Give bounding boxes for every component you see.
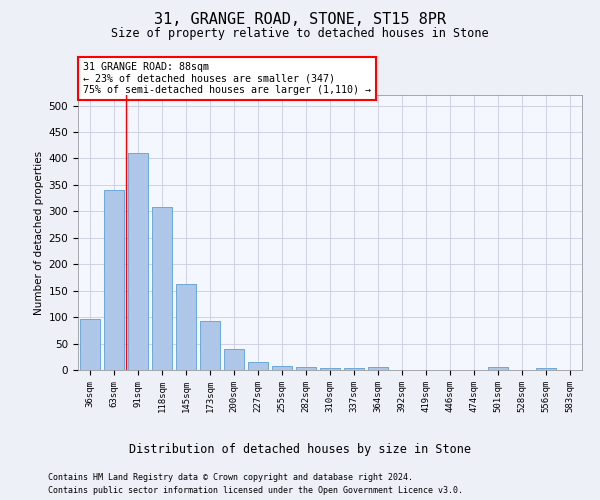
Text: Contains public sector information licensed under the Open Government Licence v3: Contains public sector information licen… <box>48 486 463 495</box>
Bar <box>224 349 244 370</box>
Y-axis label: Number of detached properties: Number of detached properties <box>34 150 44 314</box>
Bar <box>344 368 364 370</box>
Bar <box>320 368 340 370</box>
Text: Distribution of detached houses by size in Stone: Distribution of detached houses by size … <box>129 442 471 456</box>
Bar <box>128 152 148 370</box>
Bar <box>296 368 316 370</box>
Bar <box>248 362 268 370</box>
Bar <box>536 368 556 370</box>
Bar <box>152 206 172 370</box>
Bar <box>200 321 220 370</box>
Bar <box>104 190 124 370</box>
Text: 31, GRANGE ROAD, STONE, ST15 8PR: 31, GRANGE ROAD, STONE, ST15 8PR <box>154 12 446 28</box>
Bar <box>176 284 196 370</box>
Bar <box>368 367 388 370</box>
Text: Size of property relative to detached houses in Stone: Size of property relative to detached ho… <box>111 28 489 40</box>
Bar <box>272 366 292 370</box>
Bar <box>488 368 508 370</box>
Text: 31 GRANGE ROAD: 88sqm
← 23% of detached houses are smaller (347)
75% of semi-det: 31 GRANGE ROAD: 88sqm ← 23% of detached … <box>83 62 371 95</box>
Text: Contains HM Land Registry data © Crown copyright and database right 2024.: Contains HM Land Registry data © Crown c… <box>48 472 413 482</box>
Bar <box>80 318 100 370</box>
